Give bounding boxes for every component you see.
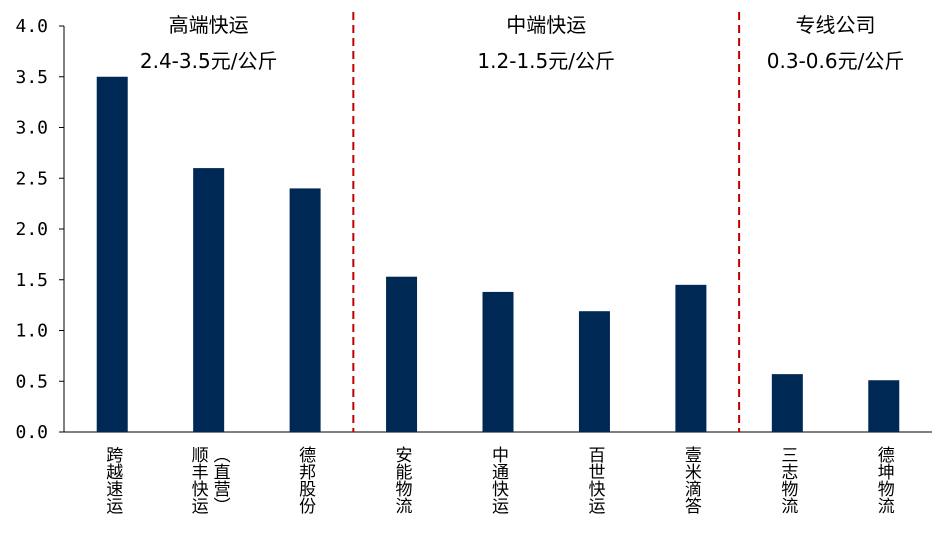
bar — [193, 168, 225, 432]
x-tick-label: 跨越速运 — [102, 446, 123, 514]
group-title: 专线公司 — [796, 13, 876, 37]
bar — [675, 284, 707, 432]
y-tick-label: 3.0 — [15, 118, 48, 139]
x-tick-label: （直营） — [210, 446, 231, 514]
bar — [578, 311, 610, 432]
x-axis-labels: 跨越速运 顺丰快运 （直营） 德邦股份 安能物流 中通快运 百世快运 壹米滴答 三志物流 德坤物流 — [102, 446, 894, 515]
x-tick-label: 三志物流 — [777, 446, 798, 514]
bar — [482, 291, 514, 432]
x-tick-label: 德坤物流 — [874, 446, 895, 514]
y-tick-label: 1.0 — [15, 321, 48, 342]
group-headers: 高端快运 2.4-3.5元/公斤 中端快运 1.2-1.5元/公斤 专线公司 0.3-0.… — [140, 13, 904, 73]
y-tick-label: 2.5 — [15, 168, 48, 189]
bar — [96, 76, 128, 432]
x-tick-label: 顺丰快运 — [188, 446, 209, 514]
x-tick-label: 百世快运 — [584, 446, 605, 514]
group-title: 高端快运 — [169, 13, 249, 37]
y-tick-label: 2.0 — [15, 219, 48, 240]
x-tick-label: 安能物流 — [392, 446, 413, 514]
y-tick-label: 0.5 — [15, 371, 48, 392]
bar — [771, 374, 803, 432]
group-price-range: 1.2-1.5元/公斤 — [477, 49, 615, 73]
bar — [868, 380, 900, 432]
x-tick-label: 壹米滴答 — [681, 446, 702, 514]
y-tick-label: 0.0 — [15, 422, 48, 443]
x-tick-label: 德邦股份 — [295, 446, 316, 515]
group-price-range: 2.4-3.5元/公斤 — [140, 49, 278, 73]
group-title: 中端快运 — [506, 13, 586, 37]
x-tick-label: 中通快运 — [488, 446, 509, 514]
bars — [96, 76, 900, 432]
bar — [386, 276, 418, 432]
group-price-range: 0.3-0.6元/公斤 — [767, 49, 905, 73]
bar — [289, 188, 321, 432]
y-axis: 0.0 0.5 1.0 1.5 2.0 2.5 3.0 3.5 4.0 — [15, 16, 932, 443]
y-tick-label: 1.5 — [15, 270, 48, 291]
group-dividers — [352, 12, 741, 432]
y-tick-label: 4.0 — [15, 16, 48, 37]
y-tick-label: 3.5 — [15, 67, 48, 88]
